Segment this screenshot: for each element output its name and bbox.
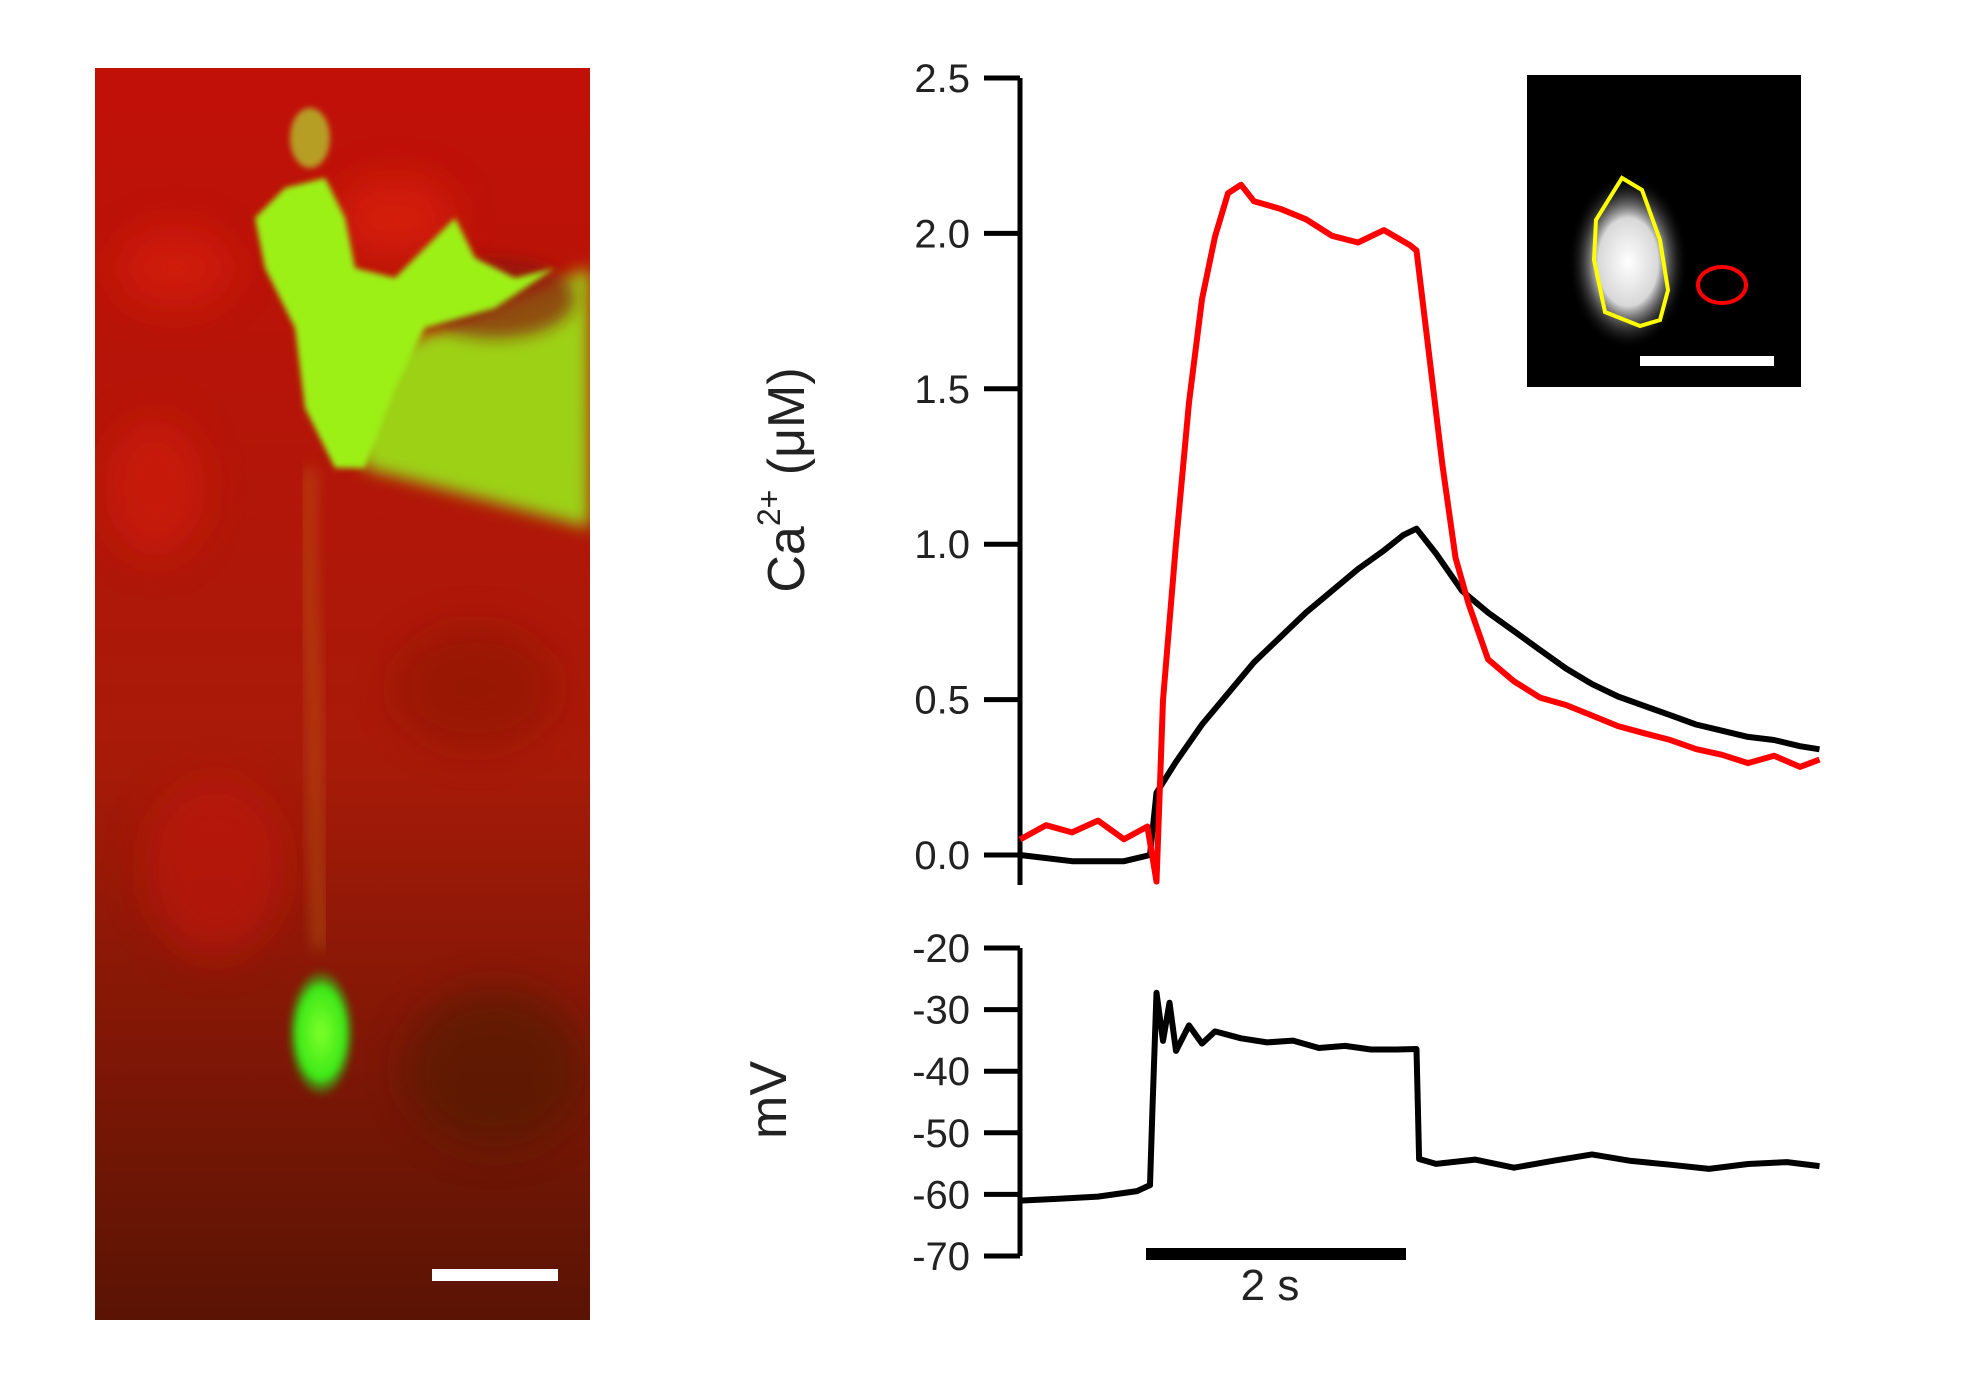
time-scale-bar-label: 2 s <box>1241 1261 1300 1310</box>
voltage-y-axis-title: mV <box>740 1061 798 1139</box>
y-tick-label: -50 <box>912 1112 970 1156</box>
series-line <box>1019 525 1820 865</box>
inset-roi-red <box>1696 265 1748 305</box>
y-tick-label: -60 <box>912 1173 970 1217</box>
y-tick-label: 0.5 <box>914 679 970 723</box>
y-tick-label: -40 <box>912 1050 970 1094</box>
y-tick-label: 2.5 <box>914 57 970 101</box>
micrograph-scale-bar <box>432 1269 558 1281</box>
fluorescence-micrograph <box>95 68 590 1320</box>
calcium-y-axis-title-base: Ca <box>758 526 816 593</box>
y-tick-label: 1.5 <box>914 368 970 412</box>
calcium-y-axis-title: Ca2+ (μM) <box>751 367 816 592</box>
calcium-y-axis: 0.0 0.5 1.0 1.5 2.0 2.5 <box>914 57 1023 885</box>
inset-image <box>1527 75 1801 387</box>
voltage-y-axis: -70 -60 -50 -40 -30 -20 <box>912 927 1023 1279</box>
y-tick-label: -20 <box>912 927 970 971</box>
series-line <box>1018 181 1821 885</box>
calcium-plot <box>1018 181 1821 885</box>
inset-roi-yellow <box>1591 175 1671 329</box>
voltage-plot <box>1019 989 1820 1204</box>
y-tick-label: 1.0 <box>914 523 970 567</box>
calcium-y-axis-title-unit: (μM) <box>758 367 816 489</box>
calcium-y-axis-title-sup: 2+ <box>751 490 787 526</box>
y-tick-label: 2.0 <box>914 212 970 256</box>
inset-scale-bar <box>1640 356 1774 366</box>
y-tick-label: 0.0 <box>914 834 970 878</box>
y-tick-label: -70 <box>912 1235 970 1279</box>
series-line <box>1019 989 1820 1204</box>
y-tick-label: -30 <box>912 989 970 1033</box>
